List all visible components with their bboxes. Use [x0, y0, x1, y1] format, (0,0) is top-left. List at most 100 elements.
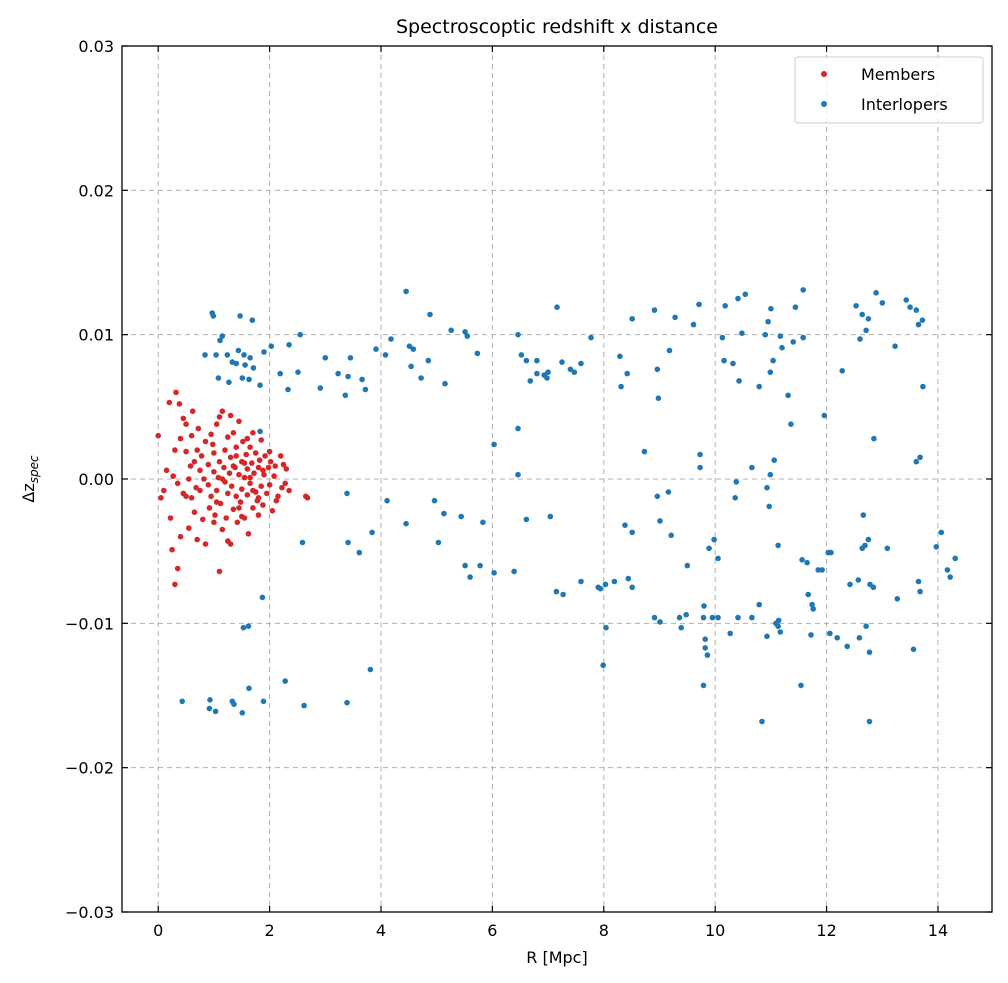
interlopers-point: [733, 479, 740, 485]
interlopers-point: [554, 304, 560, 311]
members-point: [261, 471, 267, 478]
interlopers-point: [235, 347, 242, 354]
interlopers-point: [719, 334, 726, 341]
interlopers-point: [856, 635, 863, 641]
interlopers-point: [722, 303, 728, 309]
members-point: [183, 493, 189, 500]
members-point: [265, 464, 272, 471]
members-point: [258, 483, 265, 490]
interlopers-point: [756, 383, 762, 390]
interlopers-point: [749, 464, 755, 471]
interlopers-point: [249, 317, 256, 324]
members-point: [206, 505, 213, 511]
members-point: [202, 438, 209, 445]
members-point: [251, 470, 257, 477]
interlopers-point: [242, 362, 248, 368]
members-point: [202, 541, 209, 547]
members-point: [240, 438, 246, 445]
interlopers-point: [756, 601, 762, 608]
members-point: [255, 512, 262, 518]
members-point: [239, 513, 245, 520]
interlopers-point: [367, 666, 374, 673]
members-point: [166, 399, 173, 406]
interlopers-point: [240, 624, 247, 631]
members-point: [226, 470, 233, 477]
interlopers-point: [261, 349, 267, 355]
members-point: [201, 476, 207, 482]
interlopers-point: [827, 630, 833, 637]
interlopers-point: [873, 290, 879, 296]
interlopers-point: [515, 425, 521, 432]
interlopers-point: [915, 321, 922, 328]
members-point: [197, 487, 203, 494]
interlopers-point: [603, 624, 609, 631]
interlopers-point: [403, 288, 409, 295]
members-point: [189, 408, 196, 415]
members-point: [250, 430, 256, 436]
interlopers-point: [625, 575, 632, 582]
interlopers-point: [624, 370, 630, 377]
interlopers-point: [373, 346, 379, 352]
interlopers-point: [567, 366, 574, 373]
interlopers-point: [853, 303, 859, 309]
interlopers-point: [641, 448, 648, 455]
members-point: [211, 469, 217, 475]
interlopers-point: [871, 435, 877, 442]
interlopers-point: [212, 708, 219, 715]
interlopers-point: [702, 636, 708, 642]
interlopers-point: [213, 352, 219, 358]
interlopers-point: [799, 557, 805, 563]
interlopers-point: [651, 307, 658, 313]
interlopers-point: [347, 355, 354, 361]
interlopers-point: [231, 701, 237, 707]
chart-title: Spectroscoptic redshift x distance: [396, 16, 718, 38]
interlopers-point: [527, 378, 534, 384]
interlopers-point: [241, 352, 247, 358]
interlopers-point: [917, 588, 923, 595]
interlopers-point: [790, 339, 796, 345]
x-tick-label: 0: [153, 921, 163, 940]
interlopers-point: [764, 484, 770, 491]
grid: [122, 46, 992, 912]
members-point: [213, 421, 220, 428]
members-point: [173, 389, 179, 396]
members-point: [233, 453, 239, 459]
members-point: [225, 490, 231, 497]
interlopers-point: [804, 559, 810, 566]
interlopers-point: [233, 360, 239, 367]
members-point: [286, 487, 292, 494]
x-tick-label: 4: [376, 921, 386, 940]
interlopers-point: [239, 710, 246, 716]
members-point: [233, 444, 239, 451]
interlopers-point: [919, 317, 926, 324]
members-point: [275, 493, 281, 500]
interlopers-point: [785, 392, 791, 399]
interlopers-point: [427, 311, 433, 318]
members-point: [211, 519, 217, 526]
members-point: [283, 466, 290, 472]
interlopers-point: [696, 301, 702, 308]
members-point: [183, 421, 189, 428]
members-point: [186, 476, 192, 482]
members-point: [188, 495, 195, 501]
members-point: [186, 525, 192, 531]
interlopers-point: [847, 581, 853, 588]
members-point: [158, 495, 164, 501]
interlopers-point: [359, 376, 365, 383]
members-point: [264, 490, 270, 497]
members-point: [280, 461, 287, 468]
interlopers-point: [762, 331, 769, 338]
interlopers-point: [202, 352, 208, 358]
interlopers-point: [907, 304, 913, 311]
interlopers-point: [947, 574, 953, 580]
y-tick-label: 0.02: [78, 181, 114, 200]
interlopers-point: [654, 366, 661, 373]
interlopers-point: [410, 346, 417, 352]
members-point: [228, 483, 235, 490]
interlopers-point: [809, 601, 815, 608]
interlopers-point: [239, 375, 246, 381]
interlopers-point: [560, 591, 566, 598]
members-point: [243, 451, 249, 458]
interlopers-point: [944, 567, 951, 573]
interlopers-point: [810, 606, 816, 612]
